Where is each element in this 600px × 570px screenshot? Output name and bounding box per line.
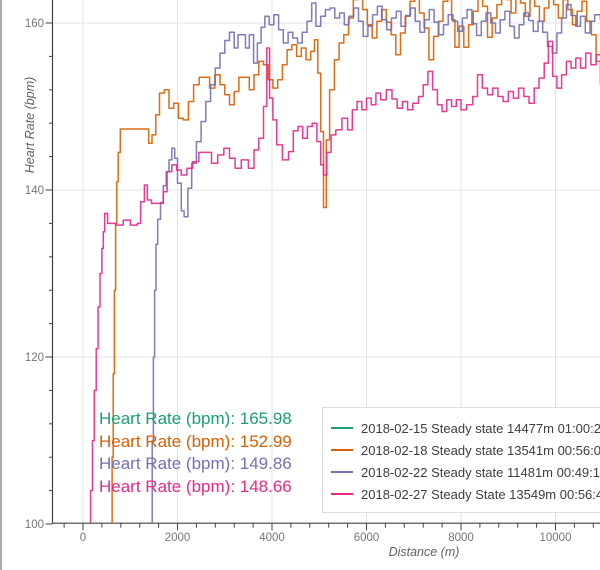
svg-text:0: 0 (80, 532, 86, 544)
legend-item-2018-02-27[interactable]: 2018-02-27 Steady State 13549m 00:56:4 (323, 483, 600, 505)
legend-label: 2018-02-27 Steady State 13549m 00:56:4 (361, 486, 600, 502)
legend-line-swatch-teal (331, 427, 353, 429)
legend-line-swatch-purple (331, 471, 353, 473)
legend-item-2018-02-15[interactable]: 2018-02-15 Steady state 14477m 01:00:2 (323, 417, 600, 439)
svg-text:8000: 8000 (448, 532, 474, 544)
legend-label: 2018-02-15 Steady state 14477m 01:00:2 (361, 420, 600, 436)
mean-hr-annotations: Heart Rate (bpm): 165.98 Heart Rate (bpm… (99, 408, 292, 498)
svg-text:160: 160 (25, 18, 44, 30)
legend-item-2018-02-22[interactable]: 2018-02-22 Steady state 11481m 00:49:1 (323, 461, 600, 483)
legend-line-swatch-magenta (331, 493, 353, 495)
annotation-mean-hr-purple: Heart Rate (bpm): 149.86 (99, 454, 292, 473)
legend: 2018-02-15 Steady state 14477m 01:00:2 2… (322, 407, 600, 513)
axes (51, 0, 600, 524)
svg-text:10000: 10000 (540, 532, 572, 544)
svg-text:4000: 4000 (259, 532, 285, 544)
annotation-mean-hr-magenta: Heart Rate (bpm): 148.66 (99, 476, 292, 496)
svg-text:140: 140 (25, 185, 44, 197)
legend-label: 2018-02-18 Steady state 13541m 00:56:0 (361, 442, 600, 458)
svg-text:6000: 6000 (354, 532, 380, 544)
legend-label: 2018-02-22 Steady state 11481m 00:49:1 (361, 464, 600, 480)
y-axis-title: Heart Rate (bpm) (23, 76, 37, 174)
svg-text:100: 100 (25, 519, 44, 531)
svg-text:2000: 2000 (165, 532, 191, 544)
legend-item-2018-02-18[interactable]: 2018-02-18 Steady state 13541m 00:56:0 (323, 439, 600, 461)
svg-text:120: 120 (25, 352, 44, 364)
annotation-mean-hr-teal: Heart Rate (bpm): 165.98 (99, 409, 292, 428)
annotation-mean-hr-orange: Heart Rate (bpm): 152.99 (99, 431, 292, 451)
x-axis-title: Distance (m) (388, 545, 460, 559)
window-edge-strip (0, 0, 2, 570)
tick-labels: 100 120 140 160 0 2000 4000 6000 8000 10000 (25, 18, 572, 544)
axis-ticks (45, 22, 594, 531)
series-lines (89, 0, 600, 524)
legend-line-swatch-orange (331, 449, 353, 451)
